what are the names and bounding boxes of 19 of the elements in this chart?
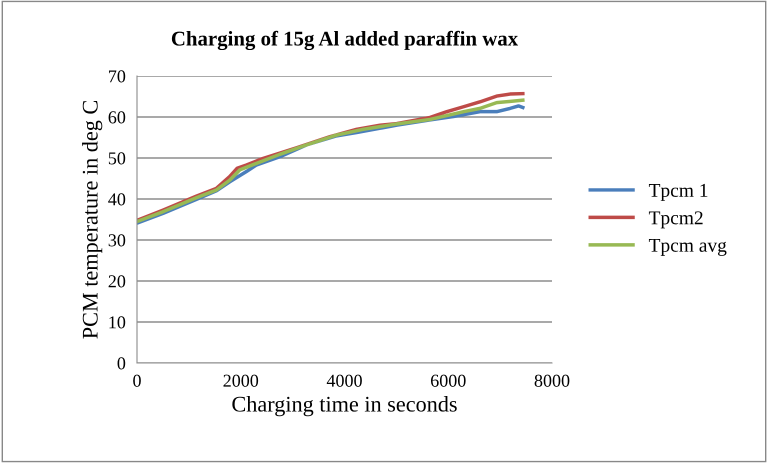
x-tick-label: 6000 [430,374,466,387]
x-tick-label: 0 [133,374,141,387]
x-tick-label: 2000 [223,374,258,387]
x-tick-label: 4000 [326,374,362,387]
y-tick-label: 70 [109,70,126,82]
y-tick-label: 20 [108,275,126,288]
x-tick-label: 8000 [534,374,570,387]
y-axis-title: PCM temperature in deg C [82,100,102,339]
x-axis-title: Charging time in seconds [232,396,457,416]
y-tick-label: 0 [118,357,126,370]
legend-label: Tpcm2 [648,211,703,228]
y-tick-label: 60 [108,111,126,124]
y-tick-label: 50 [108,152,126,164]
y-tick-label: 10 [109,316,126,328]
chart-title: Charging of 15g Al added paraffin wax [172,30,518,50]
legend-label: Tpcm 1 [648,184,708,201]
legend-label: Tpcm avg [648,238,727,256]
y-tick-label: 40 [108,193,126,206]
y-tick-label: 30 [108,234,126,246]
